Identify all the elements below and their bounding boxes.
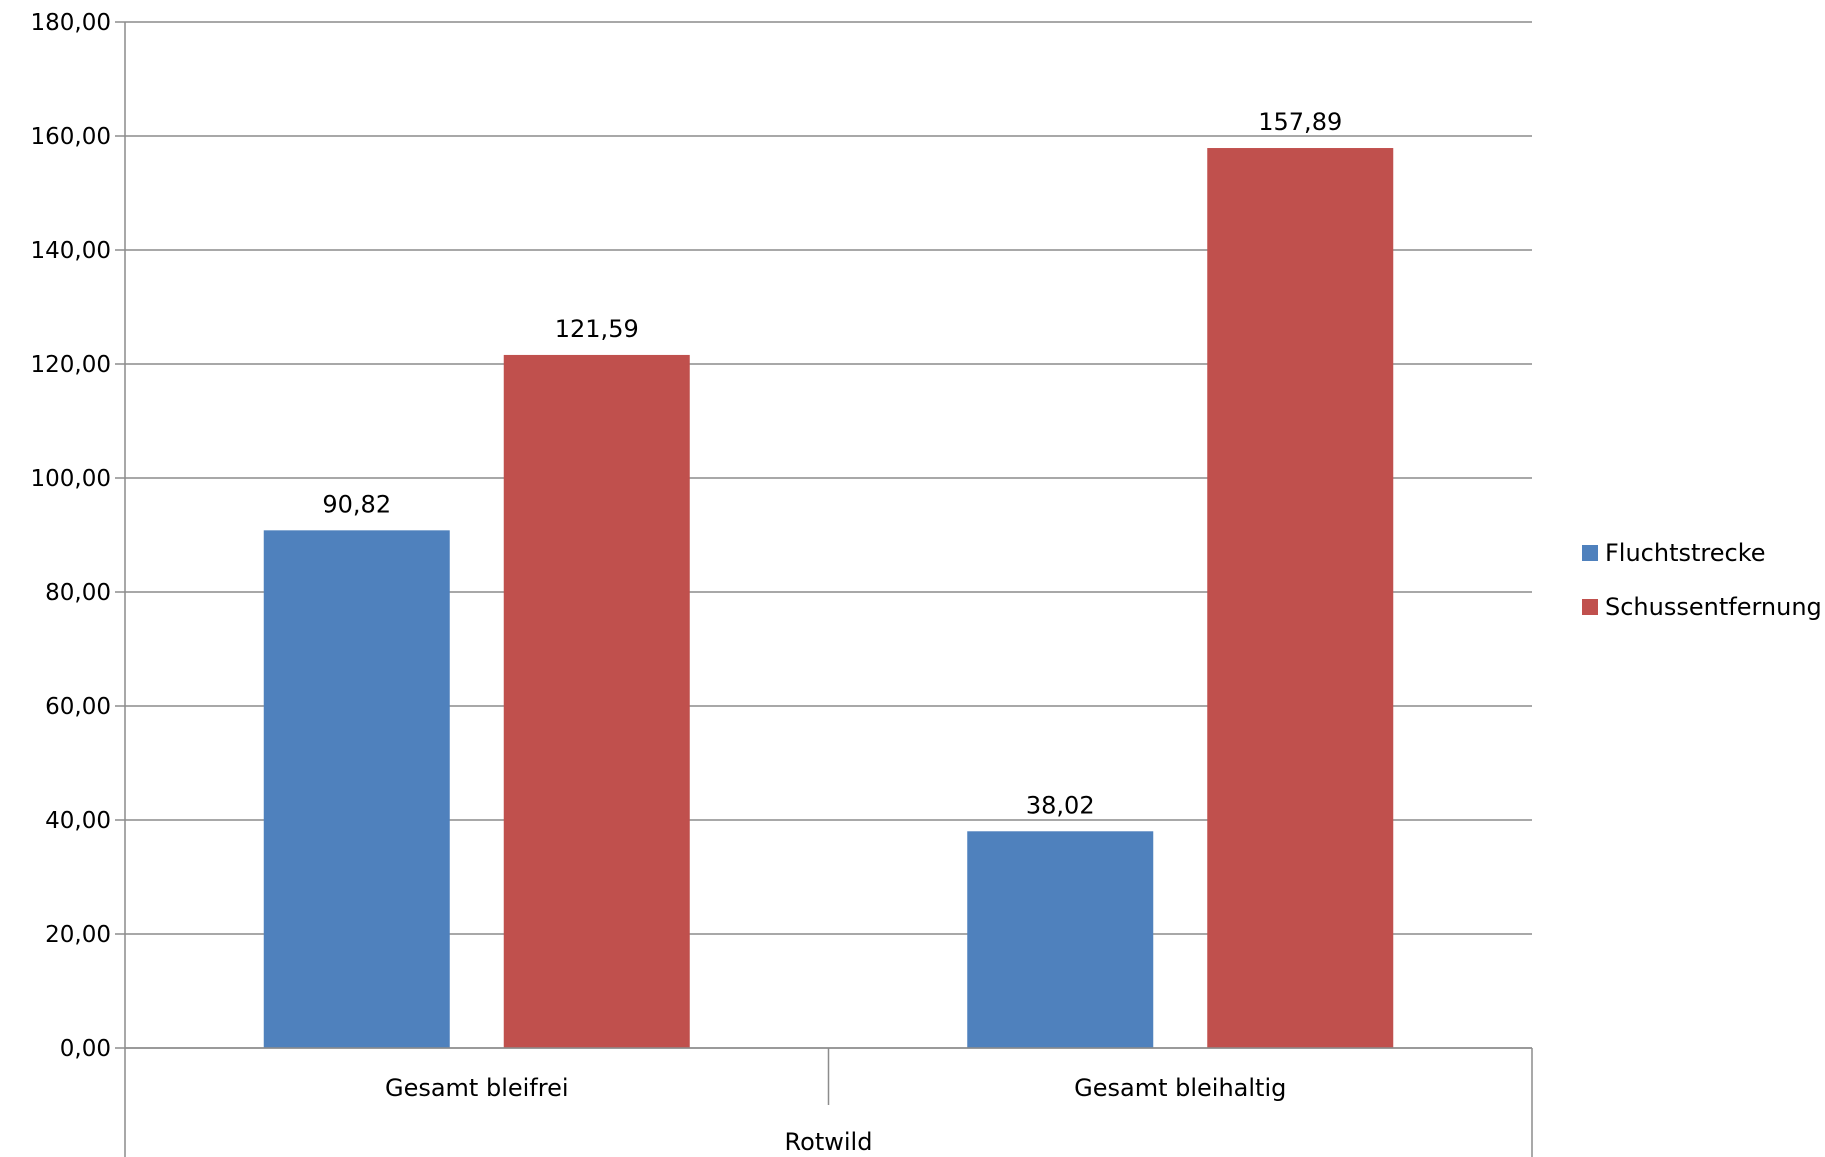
legend: Fluchtstrecke Schussentfernung — [1582, 539, 1822, 621]
bar-fluchtstrecke-1 — [263, 530, 450, 1048]
y-tick-label: 20,00 — [45, 922, 111, 948]
legend-swatch — [1582, 545, 1598, 561]
data-label: 90,82 — [322, 490, 391, 518]
y-tick-label: 180,00 — [31, 10, 111, 36]
data-label: 121,59 — [555, 315, 639, 343]
bar-fluchtstrecke-2 — [967, 831, 1154, 1048]
y-tick-label: 80,00 — [45, 580, 111, 606]
y-tick-label: 0,00 — [60, 1036, 111, 1062]
bar-schussentfernung-2 — [1207, 148, 1394, 1049]
y-tick-label: 60,00 — [45, 694, 111, 720]
axes — [115, 21, 1533, 1157]
y-tick-label: 40,00 — [45, 808, 111, 834]
x-group-label: Rotwild — [785, 1128, 873, 1156]
legend-label: Fluchtstrecke — [1605, 539, 1766, 567]
y-tick-label: 100,00 — [31, 466, 111, 492]
y-tick-label: 140,00 — [31, 238, 111, 264]
labels: 0,00 20,00 40,00 60,00 80,00 100,00 120,00 140,… — [31, 10, 1343, 1156]
y-tick-label: 120,00 — [31, 352, 111, 378]
y-tick-label: 160,00 — [31, 124, 111, 150]
x-category-label: Gesamt bleihaltig — [1074, 1074, 1286, 1102]
data-label: 38,02 — [1026, 791, 1095, 819]
data-label: 157,89 — [1258, 108, 1342, 136]
legend-label: Schussentfernung — [1605, 593, 1822, 621]
bar-schussentfernung-1 — [503, 354, 690, 1048]
legend-swatch — [1582, 599, 1598, 615]
x-category-label: Gesamt bleifrei — [385, 1074, 569, 1102]
bars — [263, 148, 1394, 1049]
